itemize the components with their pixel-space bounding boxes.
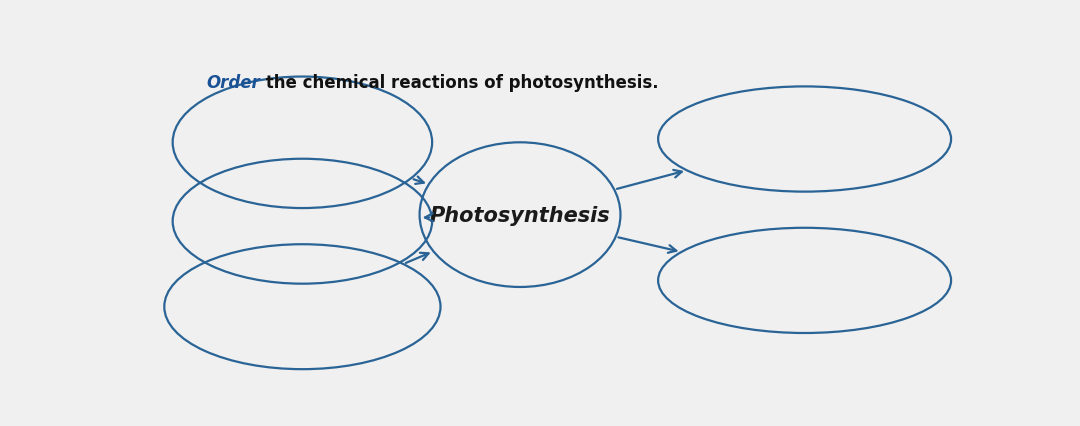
Text: Photosynthesis: Photosynthesis [430, 205, 610, 225]
Text: the chemical reactions of photosynthesis.: the chemical reactions of photosynthesis… [260, 74, 659, 92]
Text: Order: Order [206, 74, 260, 92]
